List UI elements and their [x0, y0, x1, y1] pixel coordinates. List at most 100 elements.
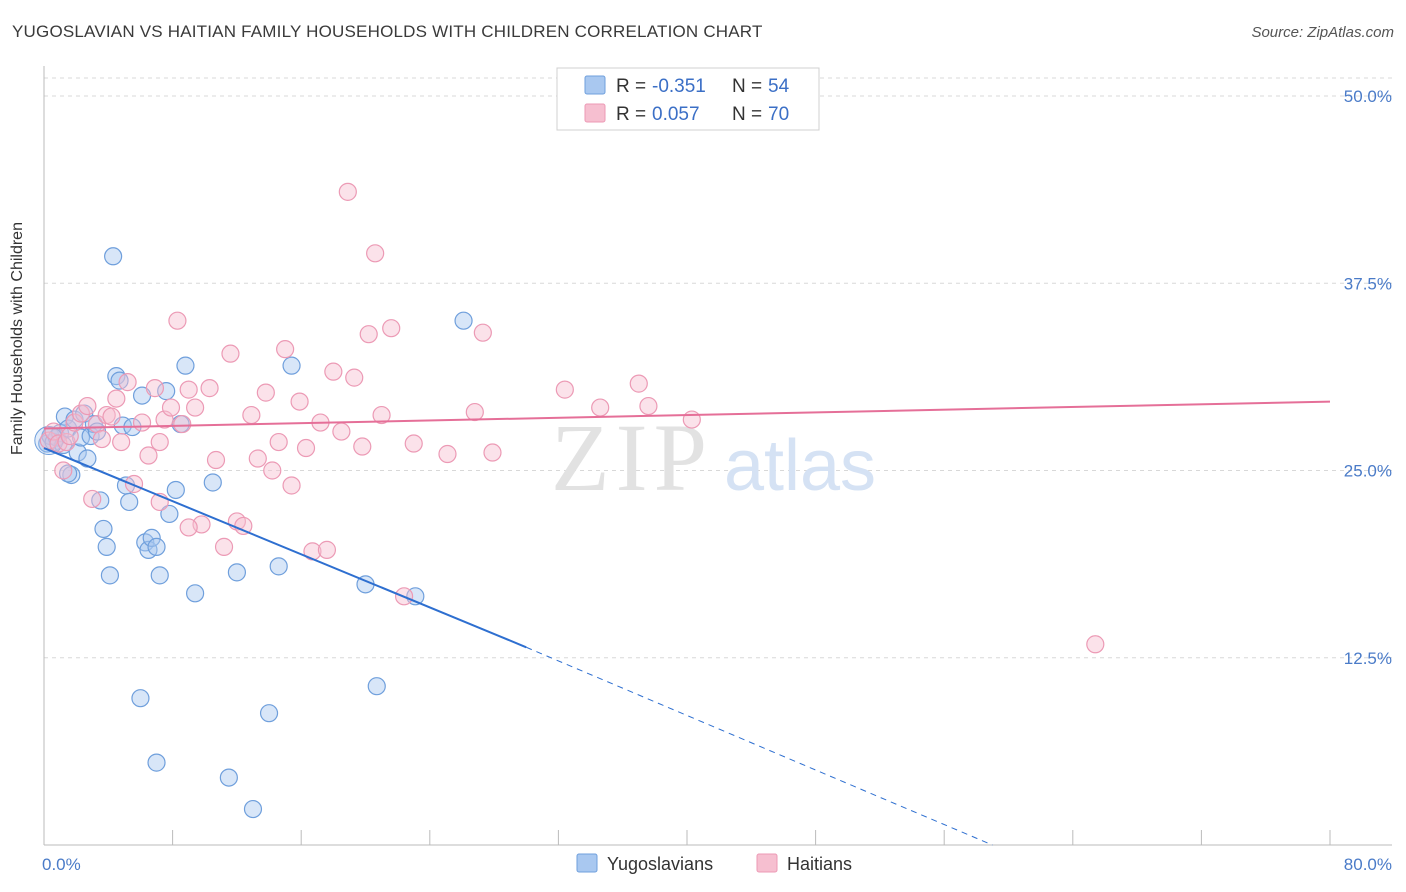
yugoslavian-point	[157, 382, 176, 401]
yugoslavian-point	[203, 473, 222, 492]
legend-swatch-yugoslavians	[584, 75, 606, 95]
yugoslavian-point	[454, 311, 473, 330]
haitian-point	[92, 429, 111, 449]
yugoslavian-point	[142, 528, 161, 548]
yugoslavian-point	[166, 480, 185, 500]
x-tick-label-min: 0.0%	[42, 855, 81, 874]
yugoslavian-point	[186, 584, 205, 603]
yugoslavian-point	[160, 504, 179, 524]
haitian-point	[555, 380, 574, 399]
bottom-legend: Yugoslavians Haitians	[576, 853, 852, 874]
yugoslavian-point	[59, 464, 78, 483]
haitian-point	[102, 407, 121, 426]
haitian-point	[139, 446, 158, 465]
axes	[43, 66, 1392, 846]
haitian-point	[112, 432, 131, 452]
haitian-point	[107, 389, 126, 408]
legend-n-label: N =	[732, 104, 762, 125]
bottom-legend-swatch-yugoslavians	[576, 853, 598, 873]
haitian-point	[173, 414, 192, 434]
haitian-point	[404, 434, 423, 453]
x-tick-label-max: 80.0%	[1344, 855, 1392, 874]
legend-r-value: -0.351	[652, 76, 706, 97]
haitian-point	[296, 438, 316, 458]
haitian-point	[359, 325, 378, 344]
gridlines	[44, 77, 1392, 659]
haitian-point	[282, 476, 301, 495]
haitian-point	[124, 474, 144, 494]
yugoslavian-point	[227, 563, 246, 582]
haitian-point	[263, 461, 282, 480]
haitian-point	[248, 449, 267, 468]
legend-r-label: R =	[616, 104, 646, 125]
haitian-point	[465, 402, 484, 422]
yugoslavian-point	[219, 768, 238, 787]
bottom-legend-swatch-haitians	[756, 853, 778, 873]
chart-title: YUGOSLAVIAN VS HAITIAN FAMILY HOUSEHOLDS…	[12, 22, 763, 41]
legend-r-label: R =	[616, 76, 646, 97]
yugoslavian-trend-line	[43, 447, 527, 649]
haitian-point	[256, 383, 275, 402]
haitian-point	[161, 398, 181, 417]
yugoslavian-point	[269, 557, 288, 576]
haitian-point	[269, 432, 288, 452]
haitian-point	[438, 444, 457, 464]
y-tick-label: 50.0%	[1344, 87, 1392, 106]
haitian-point	[382, 319, 401, 338]
legend-n-value: 54	[768, 76, 790, 97]
haitian-point	[132, 413, 152, 432]
y-tick-label: 12.5%	[1344, 649, 1392, 668]
haitian-point	[65, 413, 84, 432]
legend: R = -0.351 N = 54 R = 0.057 N = 70	[556, 67, 820, 131]
yugoslavian-point	[243, 799, 263, 819]
legend-n-value: 70	[768, 104, 789, 125]
bottom-legend-label-haitians: Haitians	[787, 854, 852, 874]
haitian-point	[168, 311, 187, 330]
haitian-point	[206, 450, 226, 470]
yugoslavian-point	[100, 566, 120, 585]
y-tick-label: 25.0%	[1344, 462, 1392, 481]
trend-lines	[43, 400, 1331, 846]
haitian-point	[317, 540, 337, 559]
haitian-point	[366, 244, 385, 263]
source-label: Source: ZipAtlas.com	[1251, 24, 1394, 41]
haitian-point	[200, 379, 219, 398]
watermark-atlas: atlas	[724, 426, 876, 506]
haitian-point	[483, 443, 502, 462]
haitian-point	[332, 422, 351, 441]
haitian-point	[186, 398, 205, 417]
yugoslavian-point	[97, 537, 116, 556]
yugoslavian-point	[367, 677, 386, 696]
haitian-point	[591, 398, 610, 417]
haitian-point	[682, 410, 701, 429]
legend-n-label: N =	[732, 76, 762, 97]
haitian-point	[150, 432, 169, 452]
haitian-point	[353, 437, 372, 456]
yugoslavian-point	[131, 689, 150, 708]
tick-labels: 12.5% 25.0% 37.5% 50.0% 0.0% 80.0%	[42, 87, 1392, 874]
haitian-point	[629, 374, 648, 393]
haitian-point	[242, 405, 261, 425]
haitian-point	[276, 340, 295, 359]
yugoslavian-point	[147, 537, 166, 556]
haitian-point	[345, 368, 364, 387]
yugoslavian-point	[282, 356, 301, 375]
haitians-points	[39, 182, 1105, 654]
haitian-point	[290, 392, 309, 411]
haitian-point	[78, 396, 97, 416]
haitian-point	[145, 379, 165, 398]
haitian-point	[83, 489, 102, 509]
yugoslavian-point	[94, 519, 113, 539]
haitian-point	[179, 380, 198, 399]
haitian-trend-line	[43, 400, 1331, 430]
haitian-point	[118, 373, 137, 392]
haitian-point	[179, 518, 198, 537]
y-tick-label: 37.5%	[1344, 274, 1392, 293]
haitian-point	[214, 537, 234, 556]
legend-swatch-haitians	[584, 103, 606, 123]
watermark-zip: ZIP	[551, 404, 713, 511]
yugoslavian-point	[147, 753, 166, 772]
haitian-point	[473, 323, 492, 342]
yugoslavian-point	[120, 492, 139, 512]
